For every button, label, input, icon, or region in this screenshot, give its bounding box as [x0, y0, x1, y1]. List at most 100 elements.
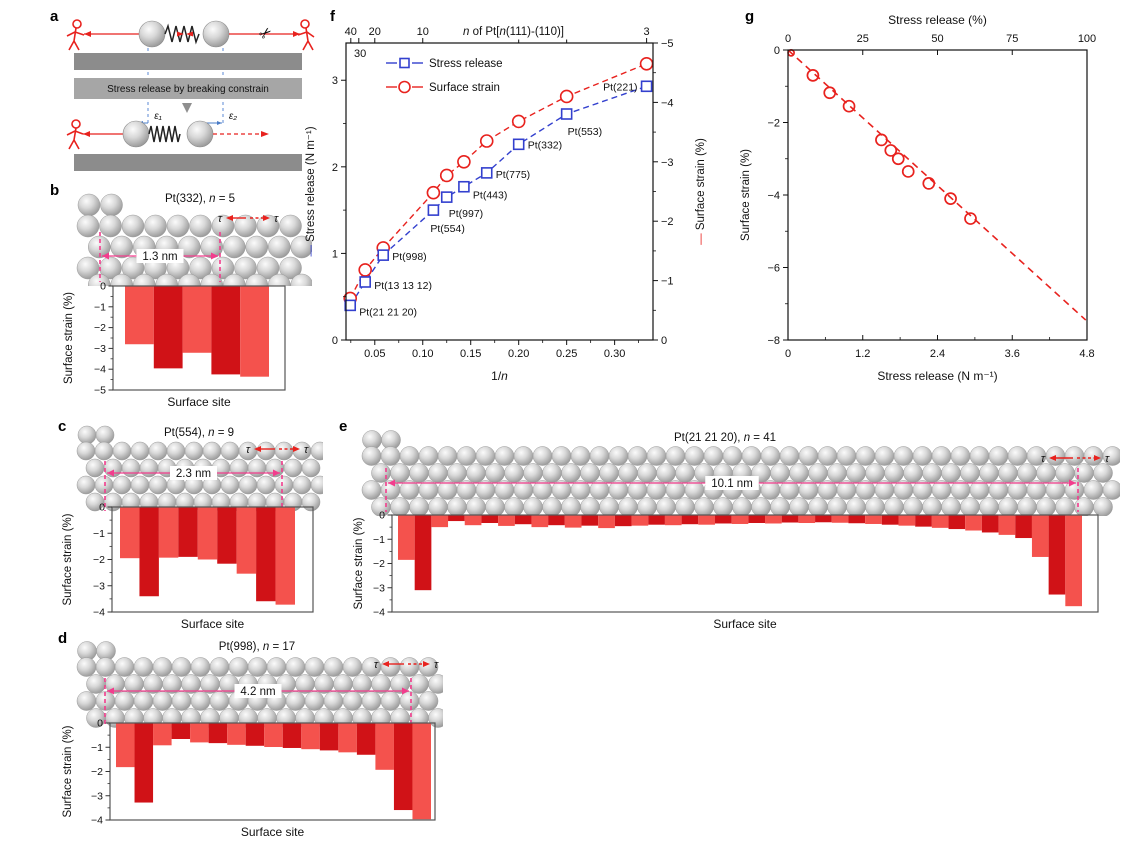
y-tick-label: −3 — [373, 582, 385, 594]
atom-sphere — [114, 657, 135, 677]
atom-sphere — [428, 674, 448, 694]
y-tick-label: −3 — [91, 790, 103, 802]
panel-label-c: c — [58, 418, 67, 435]
surface-strain-bar — [648, 515, 665, 525]
x-tick-label: 0.25 — [556, 348, 577, 360]
atom-sphere — [399, 691, 420, 711]
x-tick-label: 0.05 — [364, 348, 385, 360]
y-left-tick-label: 0 — [332, 335, 338, 347]
surface-strain-bar — [915, 515, 932, 527]
surface-strain-point — [559, 89, 574, 104]
atom-sphere — [114, 691, 135, 711]
surface-strain-bar — [731, 515, 749, 524]
atom-sphere — [950, 446, 971, 466]
atom-sphere — [893, 446, 914, 466]
atom-sphere — [561, 463, 581, 483]
surface-strain-bar — [1065, 515, 1082, 607]
atom-sphere — [139, 458, 159, 478]
y-tick-label: 0 — [97, 718, 103, 730]
atom-sphere — [770, 463, 790, 483]
atom-sphere — [274, 475, 294, 495]
data-point — [891, 152, 905, 166]
y-tick-label: 0 — [379, 510, 385, 522]
tau-arrowhead-icon — [254, 446, 261, 452]
atom-sphere — [1055, 463, 1075, 483]
atom-sphere — [301, 458, 321, 478]
atom-sphere — [827, 463, 847, 483]
atom-sphere — [94, 441, 114, 461]
atom-sphere — [361, 657, 382, 677]
atom-sphere — [865, 463, 885, 483]
atom-sphere — [409, 463, 429, 483]
y-tick-label: −4 — [767, 190, 780, 202]
tau-arrowhead-icon — [263, 215, 270, 221]
atom-sphere — [95, 657, 116, 677]
x-tick-label: 0.30 — [604, 348, 625, 360]
atom-sphere — [361, 480, 382, 500]
y-tick-label: −4 — [91, 815, 103, 827]
atom-sphere — [247, 657, 268, 677]
atom-sphere — [76, 691, 97, 711]
tau-label: τ — [1041, 453, 1046, 465]
atom-sphere — [1036, 463, 1056, 483]
atom-sphere — [570, 446, 591, 466]
y-left-tick-label: 1 — [332, 248, 338, 260]
distance-label-bg — [170, 466, 217, 480]
atom-sphere — [285, 657, 306, 677]
stress-release-point — [512, 138, 525, 151]
atom-sphere — [532, 446, 553, 466]
data-point — [901, 165, 915, 178]
point-label: Pt(443) — [473, 190, 507, 202]
distance-arrowhead-icon — [107, 687, 114, 695]
atom-sphere — [184, 441, 204, 461]
atom-sphere — [152, 657, 173, 677]
point-label: Pt(13 13 12) — [374, 280, 432, 292]
atom-sphere — [152, 691, 173, 711]
point-label: Pt(221) — [603, 81, 637, 93]
atom-sphere — [189, 256, 212, 280]
surface-strain-point — [439, 168, 454, 183]
atom-sphere — [76, 441, 96, 461]
atom-sphere — [202, 20, 230, 48]
atom-sphere — [245, 235, 268, 259]
atom-sphere — [133, 691, 154, 711]
surface-strain-bar — [197, 507, 218, 560]
distance-label: 10.1 nm — [711, 478, 753, 490]
distance-arrowhead-icon — [388, 479, 395, 487]
surface-strain-bar — [765, 515, 782, 524]
stress-release-point — [359, 276, 371, 288]
surface-strain-bar — [211, 286, 241, 375]
atom-sphere — [428, 463, 448, 483]
distance-label-bg — [234, 684, 282, 698]
atom-sphere — [361, 691, 382, 711]
atom-sphere — [310, 475, 330, 495]
y-tick-label: −2 — [767, 118, 780, 130]
atom-sphere — [99, 214, 122, 238]
surface-strain-bar — [531, 515, 549, 528]
epsilon2-label: ε₂ — [229, 111, 237, 122]
atom-sphere — [130, 475, 150, 495]
surface-strain-bar — [781, 515, 799, 523]
atom-sphere — [138, 20, 166, 48]
atom-sphere — [703, 446, 724, 466]
surface-strain-bar — [881, 515, 899, 525]
atom-sphere — [599, 463, 619, 483]
data-point — [884, 144, 898, 157]
surface-strain-bar — [338, 723, 357, 753]
y-right-axis-label: — Surface strain (%) — [695, 138, 707, 245]
atom-sphere — [310, 441, 330, 461]
tau-label: τ — [274, 213, 279, 225]
atom-sphere — [186, 120, 214, 148]
atom-sphere — [121, 458, 141, 478]
atom-sphere — [941, 463, 961, 483]
atom-sphere — [133, 657, 154, 677]
banner — [74, 78, 302, 99]
stick-figure-right-icon — [297, 19, 315, 51]
y-tick-label: −3 — [94, 343, 106, 355]
tau-label: τ — [434, 659, 439, 671]
atom-sphere — [817, 446, 838, 466]
atom-sphere — [148, 441, 168, 461]
atom-sphere — [238, 475, 258, 495]
atom-sphere — [110, 235, 133, 259]
model-title: Pt(554), n = 9 — [164, 427, 234, 439]
